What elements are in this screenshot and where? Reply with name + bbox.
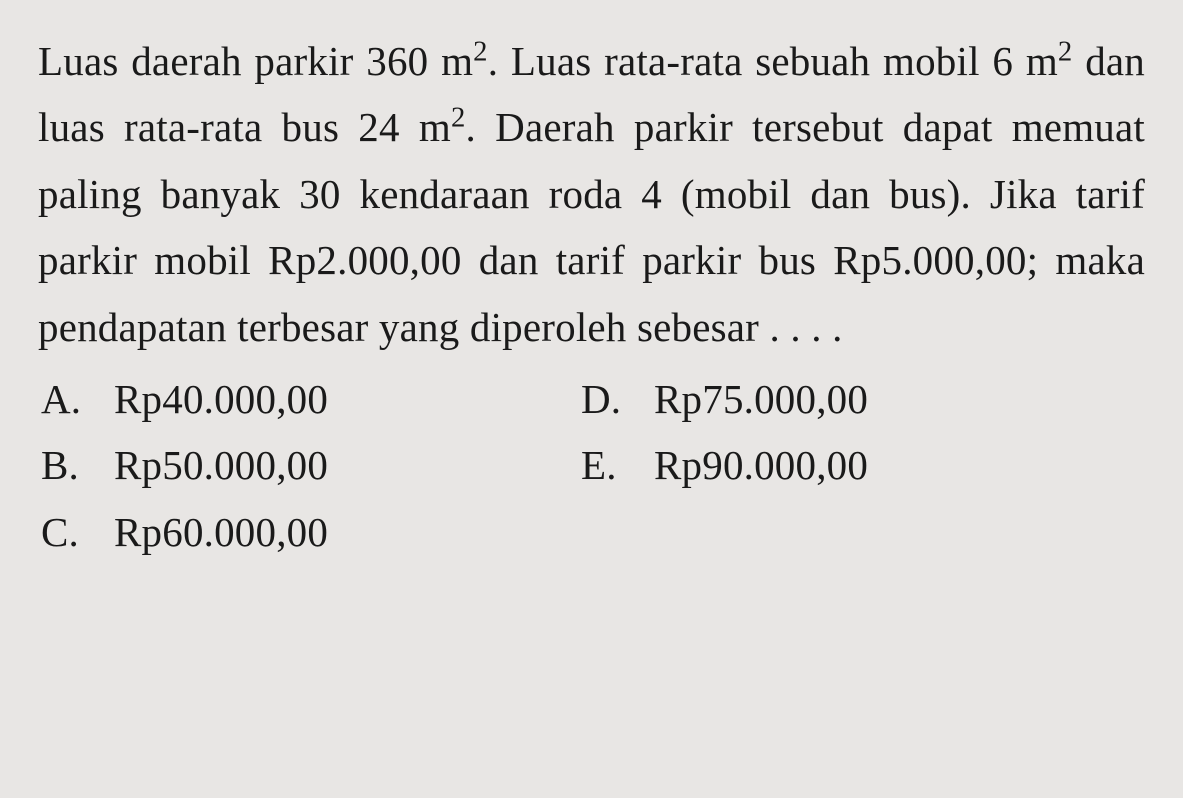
option-d-value: Rp75.000,00 xyxy=(654,366,868,432)
option-e: E. Rp90.000,00 xyxy=(578,432,868,498)
option-row-2: B. Rp50.000,00 E. Rp90.000,00 xyxy=(38,432,1145,498)
option-e-label: E. xyxy=(578,432,654,498)
option-d: D. Rp75.000,00 xyxy=(578,366,868,432)
superscript-1: 2 xyxy=(473,35,488,67)
option-b-label: B. xyxy=(38,432,114,498)
option-c-label: C. xyxy=(38,499,114,565)
option-a-value: Rp40.000,00 xyxy=(114,366,578,432)
option-row-1: A. Rp40.000,00 D. Rp75.000,00 xyxy=(38,366,1145,432)
option-a: A. Rp40.000,00 xyxy=(38,366,578,432)
option-b: B. Rp50.000,00 xyxy=(38,432,578,498)
option-e-value: Rp90.000,00 xyxy=(654,432,868,498)
option-a-label: A. xyxy=(38,366,114,432)
question-text: Luas daerah parkir 360 m2. Luas rata-rat… xyxy=(38,28,1145,360)
answer-options: A. Rp40.000,00 D. Rp75.000,00 B. Rp50.00… xyxy=(38,366,1145,565)
text-segment-1: Luas daerah parkir 360 m xyxy=(38,38,473,84)
superscript-2: 2 xyxy=(1058,35,1073,67)
text-segment-2: . Luas rata-rata sebuah mobil 6 m xyxy=(488,38,1058,84)
superscript-3: 2 xyxy=(451,102,466,134)
option-c: C. Rp60.000,00 xyxy=(38,499,578,565)
option-c-value: Rp60.000,00 xyxy=(114,499,578,565)
option-b-value: Rp50.000,00 xyxy=(114,432,578,498)
option-row-3: C. Rp60.000,00 xyxy=(38,499,1145,565)
option-d-label: D. xyxy=(578,366,654,432)
